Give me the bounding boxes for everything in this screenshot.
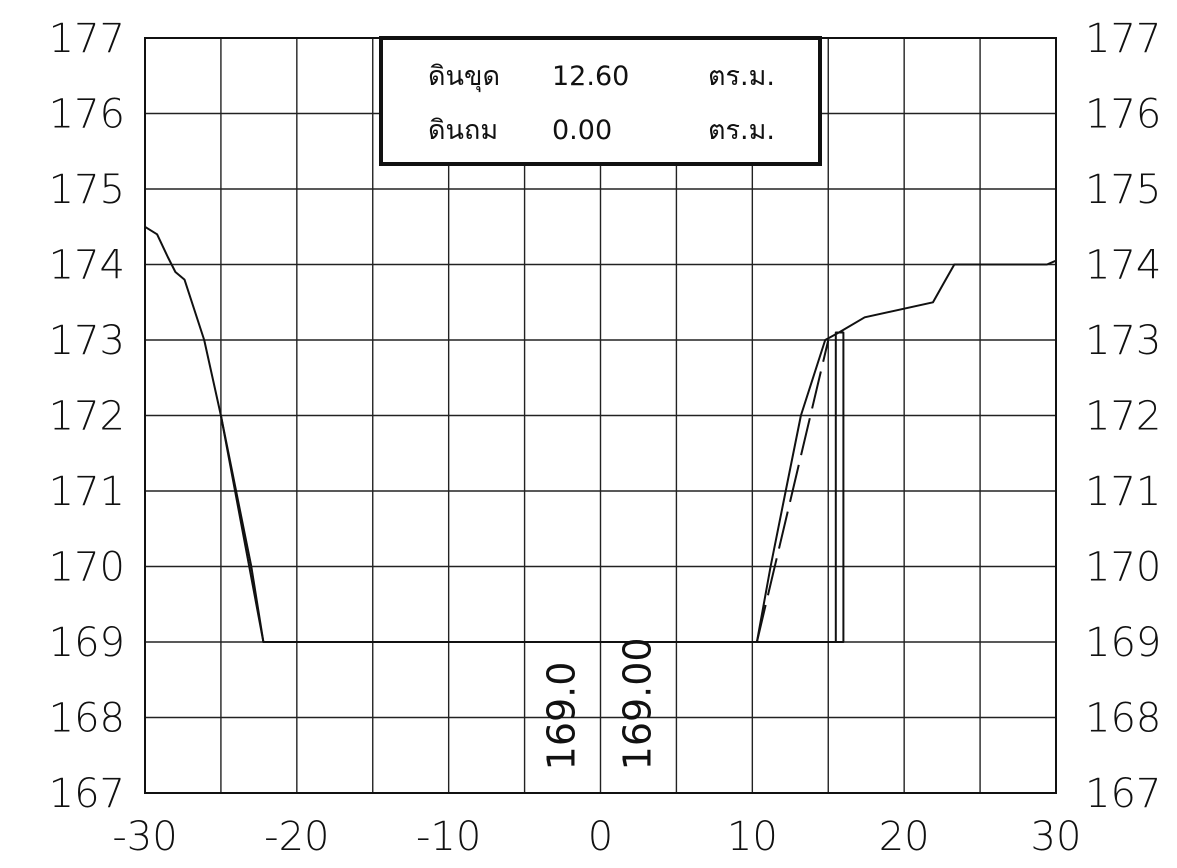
y-tick-label-right: 170	[1085, 545, 1161, 591]
y-tick-label-left: 177	[49, 16, 125, 62]
y-tick-label-right: 168	[1085, 696, 1161, 742]
y-tick-label-left: 171	[49, 469, 125, 515]
y-tick-label-right: 167	[1085, 771, 1161, 817]
y-tick-label-left: 170	[49, 545, 125, 591]
y-tick-label-right: 173	[1085, 318, 1161, 364]
series-group	[144, 225, 1057, 643]
y-tick-label-left: 168	[49, 696, 125, 742]
y-axis-left: 167 168 169 170 171 172 173 174 175 176 177	[49, 16, 125, 817]
x-tick-label: -10	[416, 814, 481, 860]
x-tick-label: 10	[727, 814, 778, 860]
series-design-line	[219, 331, 845, 643]
y-tick-label-right: 174	[1085, 243, 1161, 289]
legend-row-2-label: ดินถม	[428, 115, 498, 146]
legend-box	[379, 36, 822, 166]
y-tick-label-right: 177	[1085, 16, 1161, 62]
legend-row-2-unit: ตร.ม.	[708, 115, 775, 146]
legend-row-1-unit: ตร.ม.	[708, 61, 775, 92]
y-tick-label-right: 171	[1085, 469, 1161, 515]
y-tick-label-left: 174	[49, 243, 125, 289]
vertical-elevation-label: 169.0	[540, 662, 584, 771]
y-tick-label-left: 167	[49, 771, 125, 817]
y-tick-label-left: 176	[49, 92, 125, 138]
vertical-labels: 169.0 169.00	[540, 637, 660, 770]
legend-row-1-label: ดินขุด	[428, 61, 500, 93]
legend: ดินขุด 12.60 ตร.ม. ดินถม 0.00 ตร.ม.	[379, 36, 822, 166]
x-tick-label: 30	[1031, 814, 1082, 860]
y-tick-label-right: 176	[1085, 92, 1161, 138]
vertical-elevation-label: 169.00	[615, 637, 659, 770]
legend-row-2-value: 0.00	[552, 115, 612, 146]
x-axis: -30 -20 -10 0 10 20 30	[112, 814, 1081, 860]
y-tick-label-left: 172	[49, 394, 125, 440]
y-tick-label-left: 169	[49, 620, 125, 666]
y-tick-label-right: 169	[1085, 620, 1161, 666]
x-tick-label: 20	[879, 814, 930, 860]
y-tick-label-left: 173	[49, 318, 125, 364]
y-tick-label-right: 172	[1085, 394, 1161, 440]
legend-row-1-value: 12.60	[552, 61, 629, 92]
series-design-slope-line	[755, 339, 830, 643]
y-tick-label-left: 175	[49, 167, 125, 213]
x-tick-label: 0	[588, 814, 613, 860]
x-tick-label: -20	[264, 814, 329, 860]
x-tick-label: -30	[112, 814, 177, 860]
y-axis-right: 167 168 169 170 171 172 173 174 175 176 177	[1085, 16, 1161, 817]
y-tick-label-right: 175	[1085, 167, 1161, 213]
